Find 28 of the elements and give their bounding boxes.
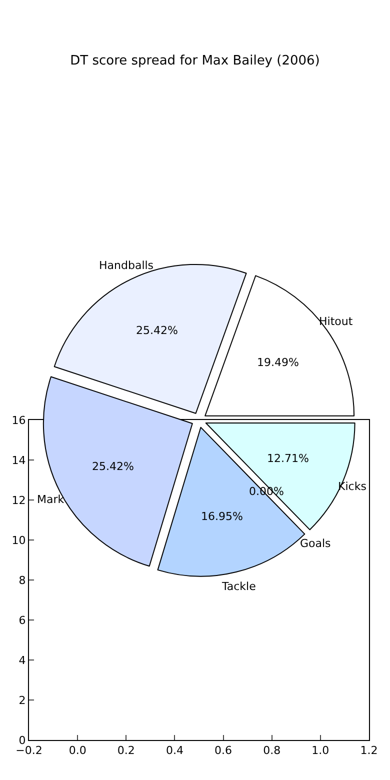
data-label: 16.95% bbox=[201, 510, 243, 523]
y-tick-label: 10 bbox=[12, 534, 26, 547]
category-label: Goals bbox=[300, 537, 331, 550]
chart-title: DT score spread for Max Bailey (2006) bbox=[70, 54, 320, 69]
data-label: 19.49% bbox=[257, 356, 299, 369]
x-tick-label: −0.2 bbox=[16, 744, 42, 758]
y-tick-label: 8 bbox=[18, 574, 26, 587]
data-label: 25.42% bbox=[92, 460, 134, 473]
data-label: 25.42% bbox=[136, 324, 178, 337]
slice-label: Handballs bbox=[99, 259, 154, 272]
x-tick-label: 0.8 bbox=[263, 744, 281, 758]
y-tick-label: 16 bbox=[12, 414, 26, 427]
slice-label: Mark bbox=[37, 493, 65, 506]
x-tick-label: 1.2 bbox=[360, 744, 378, 758]
x-tick-label: 0.0 bbox=[68, 744, 86, 758]
y-tick-label: 12 bbox=[12, 494, 26, 507]
x-tick-label: 0.6 bbox=[214, 744, 232, 758]
x-tick-label: 0.4 bbox=[166, 744, 184, 758]
slice-label: Hitout bbox=[319, 315, 354, 328]
y-tick-label: 0 bbox=[18, 734, 26, 747]
x-tick-label: 0.2 bbox=[117, 744, 135, 758]
slice-label: Tackle bbox=[221, 580, 256, 593]
data-label: 12.71% bbox=[267, 452, 309, 465]
y-tick-label: 2 bbox=[18, 694, 26, 707]
y-tick-label: 6 bbox=[18, 614, 26, 627]
y-tick-label: 4 bbox=[18, 654, 26, 667]
y-tick-label: 14 bbox=[12, 454, 26, 467]
x-tick-label: 1.0 bbox=[312, 744, 330, 758]
